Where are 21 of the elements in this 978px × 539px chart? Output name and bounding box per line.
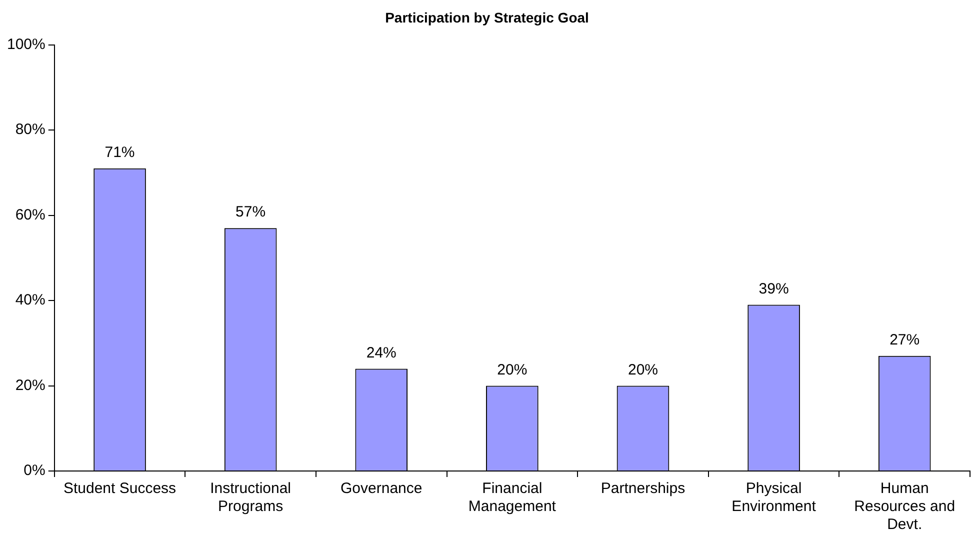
y-tick-label: 80% xyxy=(15,121,46,138)
x-tick-label: Financial Management xyxy=(468,480,557,516)
y-tick-label: 40% xyxy=(15,292,46,309)
x-tick-label: Human Resources and Devt. xyxy=(854,480,956,534)
data-label: 71% xyxy=(104,144,135,162)
data-label: 27% xyxy=(890,332,920,349)
y-tick-label: 60% xyxy=(15,206,46,224)
y-tick-label: 0% xyxy=(24,462,46,480)
data-label: 24% xyxy=(366,344,396,362)
data-label: 39% xyxy=(758,280,789,298)
x-tick-label: Physical Environment xyxy=(732,480,817,516)
y-tick-label: 20% xyxy=(15,376,46,394)
x-tick-label: Student Success xyxy=(63,480,176,498)
x-tick-label: Partnerships xyxy=(600,480,686,498)
data-label: 20% xyxy=(628,361,658,378)
x-tick-label: Instructional Programs xyxy=(210,480,292,516)
x-tick-label: Governance xyxy=(340,480,422,498)
chart-title: Participation by Strategic Goal xyxy=(385,9,589,26)
data-label: 20% xyxy=(497,361,528,378)
data-label: 57% xyxy=(236,204,266,221)
y-tick-label: 100% xyxy=(6,36,46,53)
